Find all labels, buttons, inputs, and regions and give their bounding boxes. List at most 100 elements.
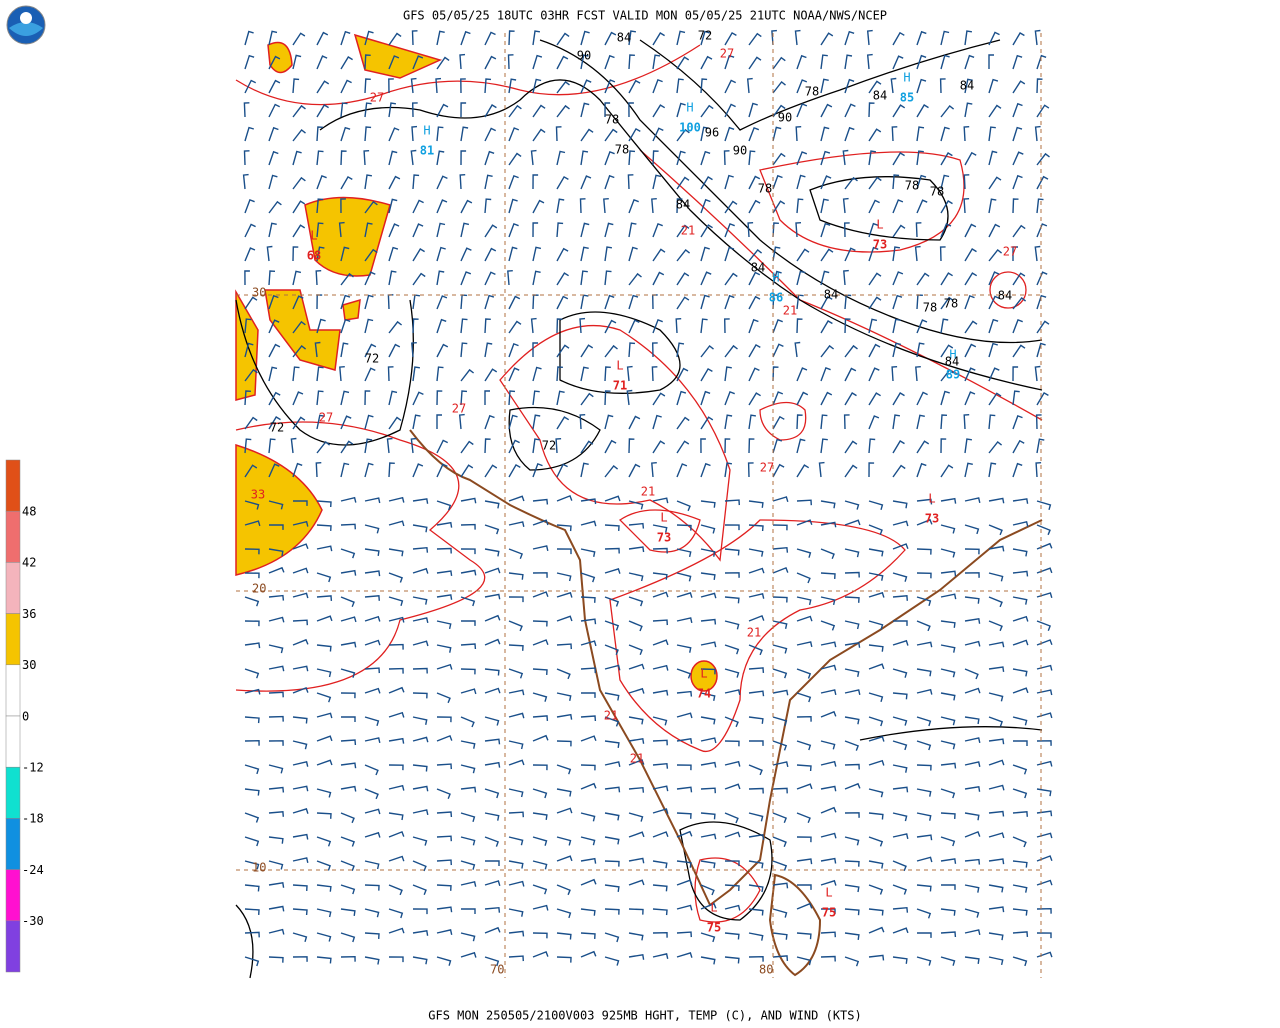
wind-barb [700,271,712,286]
wind-barb [532,78,542,94]
wind-barb [748,667,765,673]
height-label: 84 [960,79,974,93]
wind-barb [868,572,884,581]
wind-barb [460,440,474,454]
wind-barb [676,737,693,744]
wind-barb [676,198,683,214]
wind-barb [364,687,381,694]
wind-barb [532,128,546,142]
wind-barb [292,462,303,478]
wind-barb [340,342,349,358]
wind-barb [508,198,518,214]
wind-barb [460,860,476,870]
wind-barb [460,78,466,94]
wind-barb [364,78,371,94]
wind-barb [724,812,739,824]
wind-barb [508,788,524,798]
wind-barb [580,857,597,864]
wind-barb [628,546,645,553]
wind-barb [243,150,250,166]
wind-barb [508,30,515,46]
wind-barb [700,176,713,190]
wind-barb [292,808,309,814]
wind-barb [820,414,828,430]
height-label: 84 [676,198,690,212]
wind-barb [436,175,448,190]
wind-barb [340,739,357,746]
wind-barb [268,566,285,574]
wind-barb [676,128,690,142]
wind-barb [820,320,833,334]
wind-barb [748,318,759,334]
wind-barb [604,174,615,190]
wind-barb [940,497,957,504]
wind-barb [820,572,836,579]
wind-barb [268,616,285,623]
wind-barb [892,414,900,430]
wind-barb [652,150,659,166]
wind-barb [364,860,380,870]
wind-barb [892,692,908,700]
wind-barb [820,596,836,606]
wind-barb [820,150,831,166]
wind-barb [316,150,324,166]
wind-barb [410,437,417,454]
wind-barb [868,644,884,652]
wind-barb [316,836,332,847]
wind-barb [795,126,802,142]
wind-barb [1012,272,1026,286]
wind-barb [244,390,251,406]
wind-barb [484,318,491,334]
wind-barb [844,689,861,695]
wind-barb [796,318,803,334]
wind-barb [556,836,572,846]
wind-barb [268,366,278,382]
wind-barb [868,908,884,916]
wind-barb [604,812,620,821]
wind-barb [820,391,833,406]
wind-barb [556,390,565,406]
latitude-label: 20 [252,582,266,596]
wind-barb [796,668,812,679]
wind-barb [748,812,764,822]
wind-barb [580,836,596,846]
wind-barb [532,519,549,526]
wind-barb [604,128,618,142]
wind-barb [508,463,521,478]
wind-barb [388,55,400,70]
wind-barb [988,318,999,334]
wind-barb [914,245,921,262]
wind-barb [675,318,682,334]
wind-barb [460,620,476,626]
wind-barb [916,391,928,406]
wind-barb [772,716,788,726]
wind-barb [1012,366,1019,382]
wind-barb [628,463,641,478]
wind-barb [532,950,549,958]
wind-barb [484,548,500,557]
wind-barb [772,104,786,118]
wind-barb [916,462,927,478]
wind-barb [700,641,717,648]
wind-barb [988,784,1005,791]
wind-barb [772,860,788,871]
wind-barb [508,668,524,679]
wind-barb [458,413,465,430]
wind-barb [964,668,979,680]
colorbar-swatch [5,920,21,973]
wind-barb [292,932,308,942]
wind-barb [388,956,404,963]
wind-barb [340,150,347,166]
wind-barb [1012,548,1028,557]
wind-barb [652,318,663,334]
wind-barb [316,712,333,719]
wind-barb [892,927,909,934]
wind-barb [316,222,324,238]
wind-barb [1036,664,1053,671]
colorbar-swatch [5,715,21,768]
wind-barb [651,366,658,382]
wind-barb [244,500,260,510]
wind-barb [988,31,1000,46]
wind-barb [364,548,380,556]
wind-barb [796,79,808,94]
